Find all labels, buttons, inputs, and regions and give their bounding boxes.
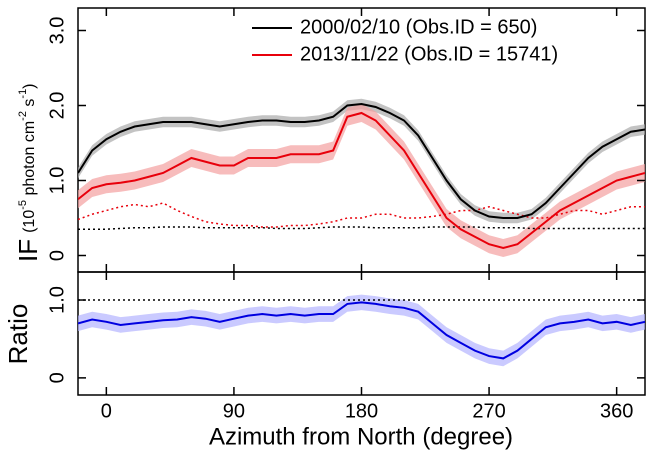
y-axis-label: IF (10-5 photon cm-2 s-1) [13,83,43,262]
x-tick-label: 360 [600,400,633,422]
y-tick-label: 1.0 [46,167,68,195]
bottom-frame [77,271,646,396]
y-tick-label: 0 [46,372,68,383]
y-tick-label: 3.0 [46,17,68,45]
y-tick-label: 2.0 [46,92,68,120]
x-tick-label: 90 [223,400,245,422]
x-tick-label: 0 [101,400,112,422]
x-axis-label: Azimuth from North (degree) [209,423,513,450]
y-label-sup: -2 [17,111,29,121]
background-line [78,226,645,230]
background-line [78,202,645,228]
y-label-sup: -1 [17,89,29,99]
y-label-unit: ) [21,83,38,88]
x-tick-label: 270 [472,400,505,422]
legend-label: 2000/02/10 (Obs.ID = 650) [300,16,537,38]
data-line [78,301,645,360]
error-band [78,98,645,224]
y-axis-label: Ratio [3,304,33,365]
y-label-sup: -5 [17,200,29,210]
legend-label: 2013/11/22 (Obs.ID = 15741) [300,43,558,65]
y-label-unit: (10 [21,210,38,233]
y-label-unit: s [21,99,38,111]
y-label-main: IF [13,239,43,262]
y-tick-label: 0 [46,250,68,261]
data-line [78,111,645,250]
error-band [78,294,645,367]
data-line [78,102,645,219]
y-tick-label: 1.0 [46,286,68,314]
y-label-unit: photon cm [21,121,38,200]
x-tick-label: 180 [345,400,378,422]
